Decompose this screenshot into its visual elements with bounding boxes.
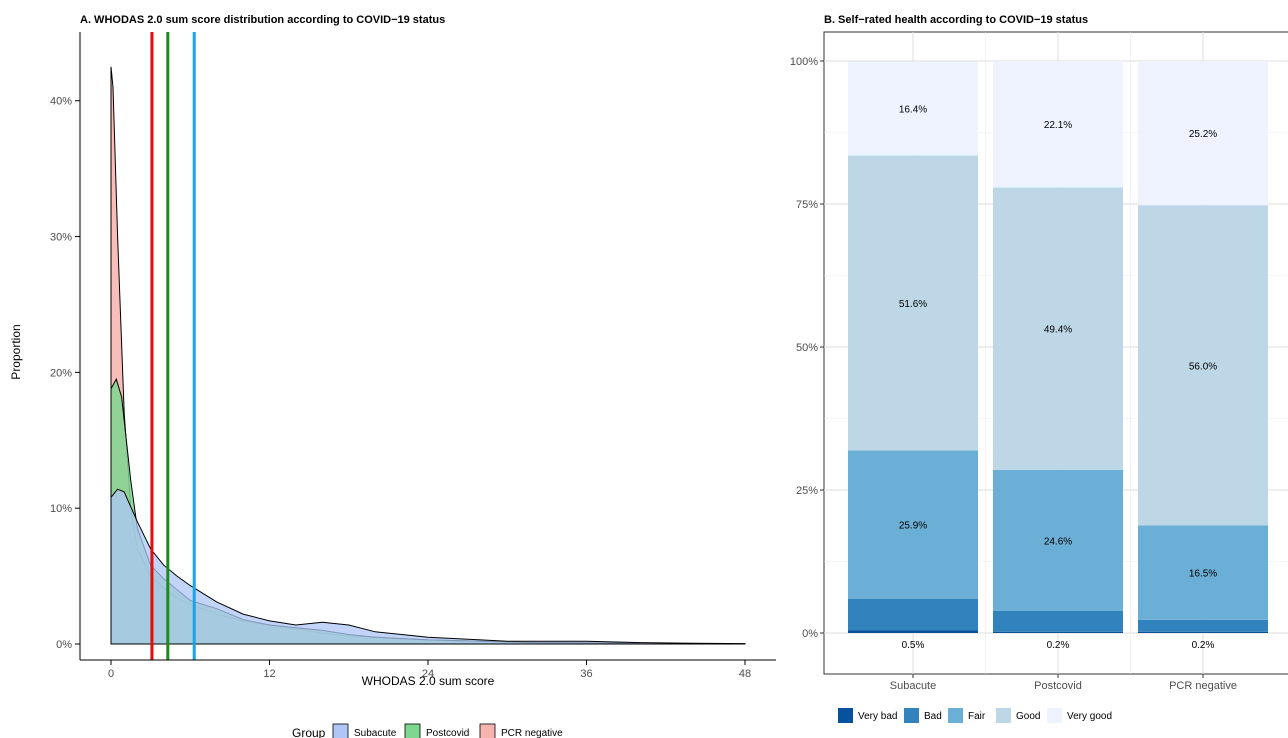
bar-segment-pcr-negative-very-bad xyxy=(1138,631,1268,633)
legend-title: Group xyxy=(292,726,326,738)
panel-b-title: B. Self−rated health according to COVID−… xyxy=(824,14,1088,26)
bar-segment-subacute-very-good xyxy=(848,61,978,156)
density-areas xyxy=(110,66,746,645)
bar-segment-pcr-negative-fair xyxy=(1138,525,1268,620)
legend-key-postcovid xyxy=(404,723,421,738)
legend-key-fair xyxy=(948,708,963,723)
legend-label-postcovid: Postcovid xyxy=(426,728,469,738)
legend-key-pcr-negative xyxy=(479,723,496,738)
x-tick-label: Subacute xyxy=(890,680,936,692)
bar-segment-pcr-negative-very-good xyxy=(1138,61,1268,206)
data-label-pcr-negative-fair: 16.5% xyxy=(1189,569,1217,580)
legend-key-very-good xyxy=(1047,708,1062,723)
legend-label-fair: Fair xyxy=(968,711,986,722)
data-label-pcr-negative-very-bad: 0.2% xyxy=(1192,640,1215,651)
bar-segment-postcovid-bad xyxy=(993,610,1123,632)
x-tick-label: PCR negative xyxy=(1169,680,1237,692)
y-tick-label: 0% xyxy=(802,628,818,640)
x-tick-label: 36 xyxy=(580,668,592,680)
data-label-subacute-good: 51.6% xyxy=(899,299,927,310)
bar-segment-subacute-good xyxy=(848,155,978,451)
panel-a-ticks: 0 12 24 36 48 0% 10% 20% 30% 40% xyxy=(50,96,751,680)
x-tick-label: 24 xyxy=(422,668,434,680)
data-label-postcovid-good: 49.4% xyxy=(1044,325,1072,336)
data-label-subacute-very-bad: 0.5% xyxy=(902,640,925,651)
data-label-subacute-fair: 25.9% xyxy=(899,521,927,532)
y-axis-label: Proportion xyxy=(9,324,23,379)
legend-key-good xyxy=(996,708,1011,723)
data-label-postcovid-fair: 24.6% xyxy=(1044,536,1072,547)
stacked-bars: 0.5%5.5%25.9%51.6%16.4%0.2%3.7%24.6%49.4… xyxy=(848,61,1268,651)
density-area-pcr-negative xyxy=(110,66,640,645)
y-tick-label: 100% xyxy=(790,56,818,68)
y-tick-label: 40% xyxy=(50,96,72,108)
x-axis-label: WHODAS 2.0 sum score xyxy=(362,674,495,688)
bar-segment-postcovid-very-bad xyxy=(993,631,1123,633)
legend-label-very-bad: Very bad xyxy=(858,711,897,722)
legend-label-subacute: Subacute xyxy=(354,728,397,738)
x-tick-label: Postcovid xyxy=(1034,680,1082,692)
bar-segment-pcr-negative-bad xyxy=(1138,619,1268,632)
bar-segment-subacute-bad xyxy=(848,598,978,631)
bar-segment-postcovid-good xyxy=(993,187,1123,470)
y-tick-label: 10% xyxy=(50,503,72,515)
y-tick-label: 20% xyxy=(50,367,72,379)
bar-segment-postcovid-very-good xyxy=(993,61,1123,188)
x-tick-label: 12 xyxy=(263,668,275,680)
panel-a-legend: Group Subacute Postcovid PCR negative xyxy=(292,723,563,738)
y-tick-label: 0% xyxy=(56,639,72,651)
y-tick-label: 75% xyxy=(796,199,818,211)
panel-b: B. Self−rated health according to COVID−… xyxy=(790,14,1288,723)
bar-segment-subacute-very-bad xyxy=(848,630,978,633)
legend-label-bad: Bad xyxy=(924,711,942,722)
legend-label-very-good: Very good xyxy=(1067,711,1112,722)
x-tick-label: 48 xyxy=(739,668,751,680)
y-tick-label: 50% xyxy=(796,342,818,354)
bar-segment-pcr-negative-good xyxy=(1138,205,1268,526)
y-tick-label: 30% xyxy=(50,232,72,244)
bar-segment-postcovid-fair xyxy=(993,469,1123,611)
data-label-subacute-very-good: 16.4% xyxy=(899,104,927,115)
legend-label-good: Good xyxy=(1016,711,1040,722)
y-tick-label: 25% xyxy=(796,485,818,497)
bar-segment-subacute-fair xyxy=(848,450,978,599)
mean-lines xyxy=(150,32,196,660)
panel-b-legend: Very bad Bad Fair Good Very good xyxy=(838,708,1112,723)
x-tick-label: 0 xyxy=(108,668,114,680)
panel-a: A. WHODAS 2.0 sum score distribution acc… xyxy=(9,14,776,738)
legend-key-subacute xyxy=(332,723,349,738)
legend-key-very-bad xyxy=(838,708,853,723)
panel-b-ticks: 0% 25% 50% 75% 100% Subacute Postcovid PCR nega… xyxy=(790,56,1237,692)
data-label-pcr-negative-very-good: 25.2% xyxy=(1189,129,1217,140)
legend-key-bad xyxy=(904,708,919,723)
panel-b-border xyxy=(823,31,1288,675)
data-label-postcovid-very-good: 22.1% xyxy=(1044,120,1072,131)
legend-label-pcr-negative: PCR negative xyxy=(501,728,563,738)
panel-a-title: A. WHODAS 2.0 sum score distribution acc… xyxy=(80,14,445,26)
density-area-subacute xyxy=(110,488,746,645)
data-label-postcovid-very-bad: 0.2% xyxy=(1047,640,1070,651)
data-label-pcr-negative-good: 56.0% xyxy=(1189,361,1217,372)
